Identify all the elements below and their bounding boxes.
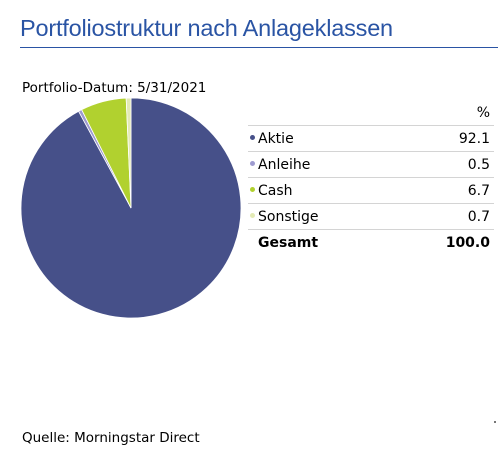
source-note: Quelle: Morningstar Direct	[22, 430, 200, 446]
table-row: Anleihe 0.5	[248, 151, 494, 178]
table-row: Sonstige 0.7	[248, 203, 494, 230]
total-label: Gesamt	[258, 234, 319, 251]
title-divider	[20, 47, 498, 48]
chart-title: Portfoliostruktur nach Anlageklassen	[20, 15, 393, 41]
legend-bullet-icon	[250, 161, 255, 166]
table-total-row: Gesamt 100.0	[248, 230, 494, 256]
allocation-table: % Aktie 92.1 Anleihe 0.5 Cash 6.7 Sonstige 0.7 G…	[248, 100, 494, 255]
pie-slice-sonstige	[125, 97, 132, 209]
table-row-label: Cash	[258, 182, 293, 199]
table-header-percent: %	[393, 100, 494, 126]
table-row-label: Anleihe	[258, 156, 311, 173]
pie-chart	[20, 97, 242, 319]
table-row-value: 6.7	[393, 177, 494, 204]
legend-bullet-icon	[250, 213, 255, 218]
legend-bullet-icon	[250, 187, 255, 192]
table-row-category: Anleihe	[248, 151, 394, 178]
table-row: Cash 6.7	[248, 177, 494, 204]
table-row-label: Aktie	[258, 130, 294, 147]
portfolio-date: Portfolio-Datum: 5/31/2021	[22, 80, 207, 96]
table-row-category: Cash	[248, 177, 394, 204]
table-row: Aktie 92.1	[248, 125, 494, 152]
table-header-row: %	[248, 100, 494, 126]
corner-mark	[494, 421, 496, 423]
table-row-value: 0.7	[393, 203, 494, 230]
legend-bullet-icon	[250, 135, 255, 140]
table-row-category: Sonstige	[248, 203, 394, 230]
table-row-label: Sonstige	[258, 208, 319, 225]
table-row-value: 0.5	[393, 151, 494, 178]
table-row-category: Aktie	[248, 125, 394, 152]
total-value: 100.0	[445, 234, 490, 251]
table-row-value: 92.1	[393, 125, 494, 152]
table-header-category	[248, 100, 394, 126]
